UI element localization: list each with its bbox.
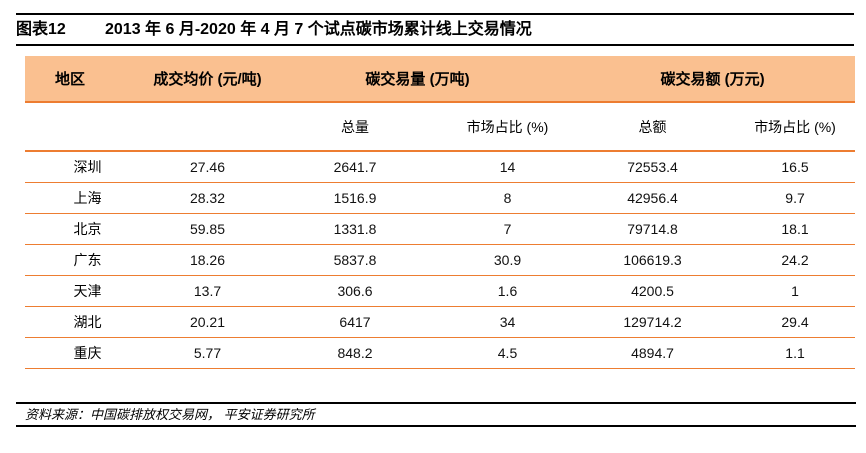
table-cell: 14 — [445, 151, 571, 183]
table-cell: 28.32 — [150, 182, 265, 214]
table-cell: 848.2 — [265, 337, 445, 369]
table-cell: 129714.2 — [570, 306, 736, 338]
region-cell: 广东 — [25, 244, 150, 276]
subheader-empty — [25, 102, 150, 152]
subheader-amount-share: 市场占比 (%) — [735, 102, 856, 152]
column-header-avg-price: 成交均价 (元/吨) — [150, 56, 265, 103]
table-cell: 1 — [735, 275, 856, 307]
table-cell: 4.5 — [445, 337, 571, 369]
table-cell: 79714.8 — [570, 213, 736, 245]
table-cell: 2641.7 — [265, 151, 445, 183]
column-group-volume: 碳交易量 (万吨) — [265, 56, 571, 103]
source-note-band: 资料来源：中国碳排放权交易网， 平安证券研究所 — [16, 402, 856, 427]
column-group-amount: 碳交易额 (万元) — [570, 56, 856, 103]
table-cell: 24.2 — [735, 244, 856, 276]
region-cell: 上海 — [25, 182, 150, 214]
table-row: 北京 59.85 1331.8 7 79714.8 18.1 — [25, 213, 856, 245]
table-cell: 5837.8 — [265, 244, 445, 276]
column-header-region: 地区 — [25, 56, 150, 103]
table-cell: 6417 — [265, 306, 445, 338]
figure-tag: 图表12 — [16, 21, 66, 38]
table-cell: 306.6 — [265, 275, 445, 307]
figure-title: 2013 年 6 月-2020 年 4 月 7 个试点碳市场累计线上交易情况 — [105, 21, 532, 38]
table-cell: 42956.4 — [570, 182, 736, 214]
subheader-amount-total: 总额 — [570, 102, 736, 152]
carbon-market-table: 地区 成交均价 (元/吨) 碳交易量 (万吨) 碳交易额 (万元) 总量 市场占… — [25, 56, 856, 369]
table-cell: 20.21 — [150, 306, 265, 338]
table-cell: 4200.5 — [570, 275, 736, 307]
table-cell: 16.5 — [735, 151, 856, 183]
table-row: 重庆 5.77 848.2 4.5 4894.7 1.1 — [25, 337, 856, 369]
subheader-volume-share: 市场占比 (%) — [445, 102, 571, 152]
region-cell: 深圳 — [25, 151, 150, 183]
table-cell: 1.6 — [445, 275, 571, 307]
table-cell: 30.9 — [445, 244, 571, 276]
table-cell: 13.7 — [150, 275, 265, 307]
table-cell: 1516.9 — [265, 182, 445, 214]
table-cell: 9.7 — [735, 182, 856, 214]
table-cell: 8 — [445, 182, 571, 214]
subheader-row: 总量 市场占比 (%) 总额 市场占比 (%) — [25, 102, 856, 152]
table-row: 上海 28.32 1516.9 8 42956.4 9.7 — [25, 182, 856, 214]
table-cell: 4894.7 — [570, 337, 736, 369]
table-cell: 5.77 — [150, 337, 265, 369]
table-header: 地区 成交均价 (元/吨) 碳交易量 (万吨) 碳交易额 (万元) 总量 市场占… — [25, 56, 856, 152]
table-cell: 59.85 — [150, 213, 265, 245]
source-note: 资料来源：中国碳排放权交易网， 平安证券研究所 — [25, 407, 315, 422]
region-cell: 重庆 — [25, 337, 150, 369]
table-row: 深圳 27.46 2641.7 14 72553.4 16.5 — [25, 151, 856, 183]
table-cell: 106619.3 — [570, 244, 736, 276]
table-cell: 27.46 — [150, 151, 265, 183]
table-cell: 7 — [445, 213, 571, 245]
table-row: 广东 18.26 5837.8 30.9 106619.3 24.2 — [25, 244, 856, 276]
table-cell: 1331.8 — [265, 213, 445, 245]
table-cell: 18.1 — [735, 213, 856, 245]
table-body: 深圳 27.46 2641.7 14 72553.4 16.5 上海 28.32… — [25, 151, 856, 369]
table-cell: 72553.4 — [570, 151, 736, 183]
table-cell: 18.26 — [150, 244, 265, 276]
table-cell: 29.4 — [735, 306, 856, 338]
region-cell: 天津 — [25, 275, 150, 307]
subheader-empty — [150, 102, 265, 152]
table-row: 湖北 20.21 6417 34 129714.2 29.4 — [25, 306, 856, 338]
table-row: 天津 13.7 306.6 1.6 4200.5 1 — [25, 275, 856, 307]
subheader-volume-total: 总量 — [265, 102, 445, 152]
region-cell: 湖北 — [25, 306, 150, 338]
figure-caption: 图表12 2013 年 6 月-2020 年 4 月 7 个试点碳市场累计线上交… — [16, 13, 854, 46]
table-cell: 34 — [445, 306, 571, 338]
header-band-row: 地区 成交均价 (元/吨) 碳交易量 (万吨) 碳交易额 (万元) — [25, 56, 856, 103]
region-cell: 北京 — [25, 213, 150, 245]
table-cell: 1.1 — [735, 337, 856, 369]
